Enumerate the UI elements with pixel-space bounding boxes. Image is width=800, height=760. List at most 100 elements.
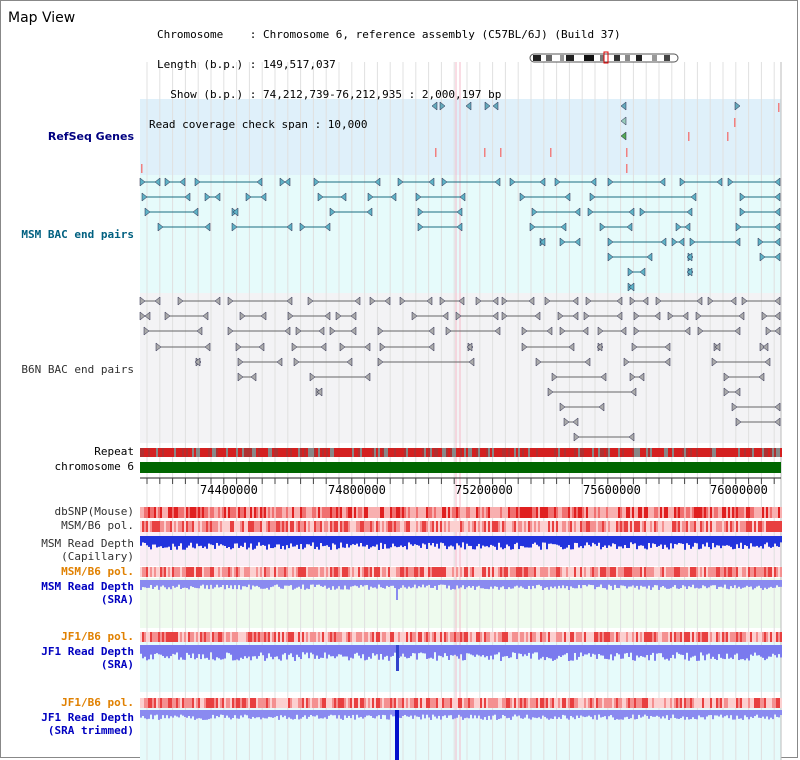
msm-depth-sra-bar xyxy=(428,580,430,585)
track-label-repeat[interactable]: Repeat xyxy=(94,445,134,458)
jf1-depth-bar xyxy=(660,645,662,654)
msm-b6-pol-strip-cell xyxy=(642,521,644,532)
jf1-b6-pol-strip-cell xyxy=(282,698,284,708)
dbsnp-strip-cell xyxy=(438,507,440,518)
msm-depth-sra-bar xyxy=(628,580,630,587)
track-label-msm-depth-capillary[interactable]: MSM Read Depth (Capillary) xyxy=(0,537,134,563)
jf1-depth-bar xyxy=(192,645,194,654)
jf1-b6-pol-strip-cell xyxy=(170,698,172,708)
jf1-b6-pol-strip-cell xyxy=(238,632,240,642)
track-label-refseq[interactable]: RefSeq Genes xyxy=(47,130,134,143)
dbsnp-strip-cell xyxy=(358,507,360,518)
jf1-depth-bar xyxy=(514,645,516,653)
jf1-depth-bar xyxy=(362,645,364,655)
jf1-b6-pol-strip-cell xyxy=(256,632,258,642)
track-label-msm-depth-sra[interactable]: MSM Read Depth (SRA) xyxy=(0,580,134,606)
track-label-msm-b6-pol-2[interactable]: MSM/B6 pol. xyxy=(61,565,134,578)
msm-b6-pol-strip-cell xyxy=(244,521,246,532)
jf1-depth-bar xyxy=(352,645,354,659)
msm-depth-capillary-bar xyxy=(148,536,150,547)
jf1-trim-depth-bar xyxy=(440,710,442,720)
dbsnp-strip-cell xyxy=(634,507,636,518)
track-label-jf1-pol-1[interactable]: JF1/B6 pol. xyxy=(61,630,134,643)
repeat-segment xyxy=(382,448,384,457)
jf1-b6-pol-strip-cell xyxy=(652,698,654,708)
track-label-jf1-depth-trimmed[interactable]: JF1 Read Depth (SRA trimmed) xyxy=(0,711,134,737)
jf1-b6-pol-strip-cell xyxy=(698,698,700,708)
repeat-segment xyxy=(386,448,388,457)
jf1-b6-pol-strip-cell xyxy=(770,698,772,708)
track-label-jf1-pol-2[interactable]: JF1/B6 pol. xyxy=(61,696,134,709)
jf1-trim-depth-bar xyxy=(316,710,318,716)
jf1-depth-bar xyxy=(334,645,336,659)
jf1-b6-pol-strip-cell xyxy=(716,632,718,642)
dbsnp-strip-cell xyxy=(250,507,252,518)
msm-depth-capillary-bar xyxy=(512,536,514,550)
dbsnp-strip-cell xyxy=(238,507,240,518)
jf1-b6-pol-strip-cell xyxy=(754,632,756,642)
msm-b6-pol-strip-cell xyxy=(674,521,676,532)
msm-depth-sra-bar xyxy=(362,580,364,587)
b6n-bac-pair-end xyxy=(774,402,781,412)
jf1-depth-bar xyxy=(188,645,190,655)
track-label-chromosome[interactable]: chromosome 6 xyxy=(54,460,134,473)
jf1-b6-pol-strip-cell xyxy=(702,698,704,708)
show-range-line: Show (b.p.) : 74,212,739-76,212,935 : 2,… xyxy=(157,88,502,101)
jf1-b6-pol-strip-cell xyxy=(384,632,386,642)
jf1-b6-pol-strip-cell xyxy=(448,698,450,708)
msm-depth-capillary-bar xyxy=(548,536,550,544)
repeat-segment xyxy=(174,448,176,457)
msm-depth-capillary-bar xyxy=(422,536,424,544)
msm-depth-sra-bar xyxy=(374,580,376,588)
repeat-segment xyxy=(184,448,186,457)
msm-depth-sra-bar xyxy=(264,580,266,589)
jf1-depth-bar xyxy=(602,645,604,656)
msm-b6-pol-strip-cell xyxy=(310,567,312,577)
msm-b6-pol-strip-cell xyxy=(418,567,420,577)
msm-depth-capillary-bar xyxy=(250,536,252,544)
track-label-dbsnp[interactable]: dbSNP(Mouse) xyxy=(54,505,134,518)
track-label-msm-bac[interactable]: MSM BAC end pairs xyxy=(21,228,134,241)
msm-b6-pol-strip-cell xyxy=(738,567,740,577)
track-label-jf1-depth[interactable]: JF1 Read Depth (SRA) xyxy=(0,645,134,671)
msm-depth-capillary-bar xyxy=(696,536,698,544)
track-label-b6n-bac[interactable]: B6N BAC end pairs xyxy=(21,363,134,376)
jf1-b6-pol-strip-cell xyxy=(300,632,302,642)
repeat-segment xyxy=(334,448,336,457)
jf1-depth-bar xyxy=(674,645,676,659)
jf1-trim-depth-bar xyxy=(508,710,510,718)
jf1-b6-pol-strip-cell xyxy=(158,632,160,642)
b6n-bac-pair-end xyxy=(534,311,541,321)
msm-depth-sra-bar xyxy=(222,580,224,586)
jf1-b6-pol-strip-cell xyxy=(308,632,310,642)
msm-depth-capillary-bar xyxy=(518,536,520,550)
dbsnp-strip-cell xyxy=(528,507,530,518)
msm-b6-pol-strip-cell xyxy=(592,567,594,577)
jf1-trim-depth-bar xyxy=(160,710,162,719)
jf1-trim-depth-bar xyxy=(522,710,524,719)
repeat-segment xyxy=(638,448,640,457)
repeat-segment xyxy=(252,448,254,457)
repeat-segment xyxy=(222,448,224,457)
msm-b6-pol-strip-cell xyxy=(758,521,760,532)
msm-b6-pol-strip-cell xyxy=(748,521,750,532)
jf1-b6-pol-strip-cell xyxy=(504,632,506,642)
jf1-b6-pol-strip-cell xyxy=(690,632,692,642)
msm-b6-pol-strip-cell xyxy=(438,567,440,577)
msm-b6-pol-strip-cell xyxy=(580,567,582,577)
jf1-b6-pol-strip-cell xyxy=(780,632,782,642)
msm-depth-capillary-bar xyxy=(478,536,480,544)
jf1-trim-depth-bar xyxy=(162,710,164,716)
jf1-b6-pol-strip-cell xyxy=(224,698,226,708)
msm-depth-sra-bar xyxy=(242,580,244,587)
msm-depth-sra-bar xyxy=(514,580,516,587)
jf1-depth-bar xyxy=(184,645,186,660)
msm-depth-sra-bar xyxy=(742,580,744,588)
msm-b6-pol-strip-cell xyxy=(672,521,674,532)
repeat-segment xyxy=(460,448,462,457)
dbsnp-strip-cell xyxy=(346,507,348,518)
jf1-b6-pol-strip-cell xyxy=(222,632,224,642)
msm-b6-pol-strip-cell xyxy=(288,521,290,532)
track-label-msm-b6-pol-1[interactable]: MSM/B6 pol. xyxy=(61,519,134,532)
